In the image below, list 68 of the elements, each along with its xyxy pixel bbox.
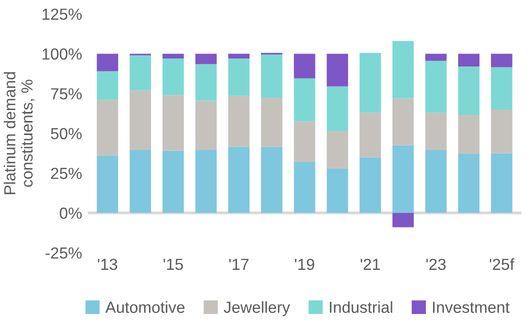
bar xyxy=(261,146,282,213)
y-tick-label: 75% xyxy=(51,88,82,100)
bar xyxy=(425,60,447,113)
bar xyxy=(326,168,348,213)
bar xyxy=(326,130,348,168)
y-tick-label: 25% xyxy=(51,168,82,180)
bar xyxy=(392,98,414,146)
bar xyxy=(490,54,512,68)
x-tick-label: '25f xyxy=(490,258,514,270)
bar xyxy=(261,54,282,98)
bar xyxy=(228,58,250,96)
bar xyxy=(195,64,217,101)
x-tick-label: '13 xyxy=(98,258,118,270)
legend-label: Industrial xyxy=(330,301,392,313)
bar xyxy=(425,112,447,150)
bar xyxy=(458,66,480,116)
bar xyxy=(228,146,250,213)
bar xyxy=(294,162,316,213)
x-tick-label: '23 xyxy=(426,258,446,270)
legend-label: Automotive xyxy=(105,301,184,313)
bar xyxy=(326,86,348,131)
x-tick-label: '19 xyxy=(294,258,314,270)
bar xyxy=(96,100,118,156)
bar xyxy=(261,98,282,147)
x-tick-label: '15 xyxy=(164,258,183,270)
bar xyxy=(392,40,414,98)
bar xyxy=(458,154,480,213)
bar xyxy=(96,156,118,213)
bar xyxy=(195,100,217,150)
bar xyxy=(360,112,381,158)
y-tick-label: 50% xyxy=(50,128,82,140)
bar xyxy=(294,121,316,162)
bar xyxy=(162,95,184,151)
bar xyxy=(392,212,414,228)
legend-label: Investment xyxy=(433,302,510,313)
x-tick-label: '17 xyxy=(229,258,248,270)
bar xyxy=(360,52,381,113)
bar xyxy=(162,58,184,96)
y-tick-label: 0% xyxy=(60,208,82,219)
bar xyxy=(326,54,348,86)
bar xyxy=(425,150,447,213)
bar xyxy=(458,115,480,154)
bar xyxy=(425,54,447,61)
bar xyxy=(162,150,184,213)
bar xyxy=(130,55,152,90)
bar xyxy=(490,109,512,154)
legend-label: Jewellery xyxy=(224,301,290,316)
bar xyxy=(392,145,414,213)
bar xyxy=(490,153,512,213)
bar xyxy=(195,150,217,213)
bar xyxy=(490,67,512,110)
bar xyxy=(195,54,217,64)
bar xyxy=(294,54,316,78)
bar xyxy=(162,54,184,59)
bar xyxy=(96,54,118,72)
bar xyxy=(96,71,118,100)
bar xyxy=(360,157,381,213)
y-tick-label: 125% xyxy=(42,8,82,20)
bar xyxy=(130,90,152,150)
bar xyxy=(228,96,250,147)
y-tick-label: -25% xyxy=(46,247,82,259)
bar xyxy=(458,54,480,66)
bar xyxy=(130,150,152,213)
bar xyxy=(228,54,250,59)
y-tick-label: 100% xyxy=(42,48,82,60)
y-axis-title: Platinum demand constituents, % xyxy=(4,72,35,194)
bar xyxy=(294,78,316,122)
x-tick-label: '21 xyxy=(360,258,380,270)
